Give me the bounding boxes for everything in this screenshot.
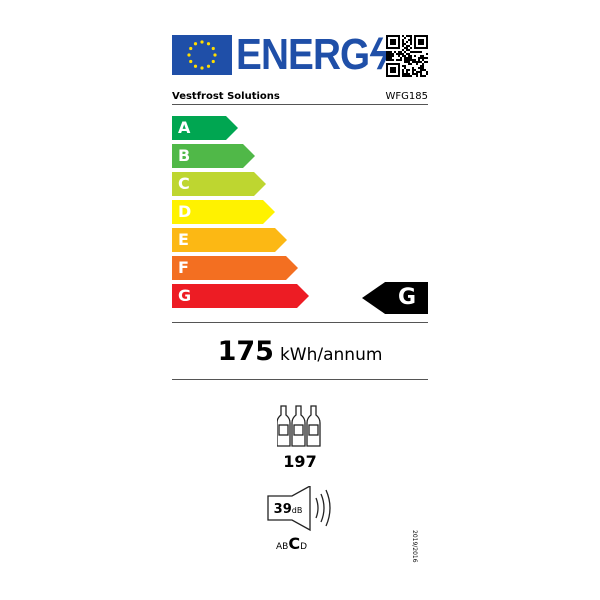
supplier-name: Vestfrost Solutions — [172, 91, 280, 102]
consumption-unit: kWh/annum — [279, 345, 383, 365]
noise-class: A — [276, 542, 283, 552]
energy-class-bar-c: C — [172, 172, 266, 196]
noise-class-rated: C — [288, 534, 301, 553]
noise-class: D — [300, 542, 308, 552]
energy-class-bar-g: G — [172, 284, 309, 308]
qr-code[interactable] — [386, 35, 428, 77]
energy-class-bar-f: F — [172, 256, 298, 280]
divider — [172, 322, 428, 323]
speaker-icon — [267, 486, 331, 532]
consumption-value: 175 — [217, 336, 274, 367]
eu-flag-logo — [172, 35, 232, 75]
noise-unit: dB — [291, 506, 303, 515]
rated-class-indicator: G — [362, 282, 428, 314]
wine-bottles-icon — [277, 405, 321, 447]
bottle-capacity: 197 — [283, 452, 317, 471]
energy-consumption: 175 kWh/annum — [172, 336, 428, 367]
energy-class-bar-d: D — [172, 200, 275, 224]
divider — [172, 379, 428, 380]
title-text: ENERG — [236, 30, 370, 79]
model-identifier: WFG185 — [385, 91, 428, 102]
energy-class-bar-a: A — [172, 116, 238, 140]
energy-class-bar-e: E — [172, 228, 287, 252]
noise-class: B — [282, 542, 289, 552]
divider — [172, 104, 428, 105]
noise-level: 39dB — [268, 502, 308, 517]
noise-class-scale: ABCD — [276, 534, 307, 553]
energy-label-title: ENERGϟ — [236, 30, 390, 79]
energy-class-bar-b: B — [172, 144, 255, 168]
regulation-number: 2019/2016 — [411, 530, 418, 563]
noise-value: 39 — [273, 502, 292, 517]
